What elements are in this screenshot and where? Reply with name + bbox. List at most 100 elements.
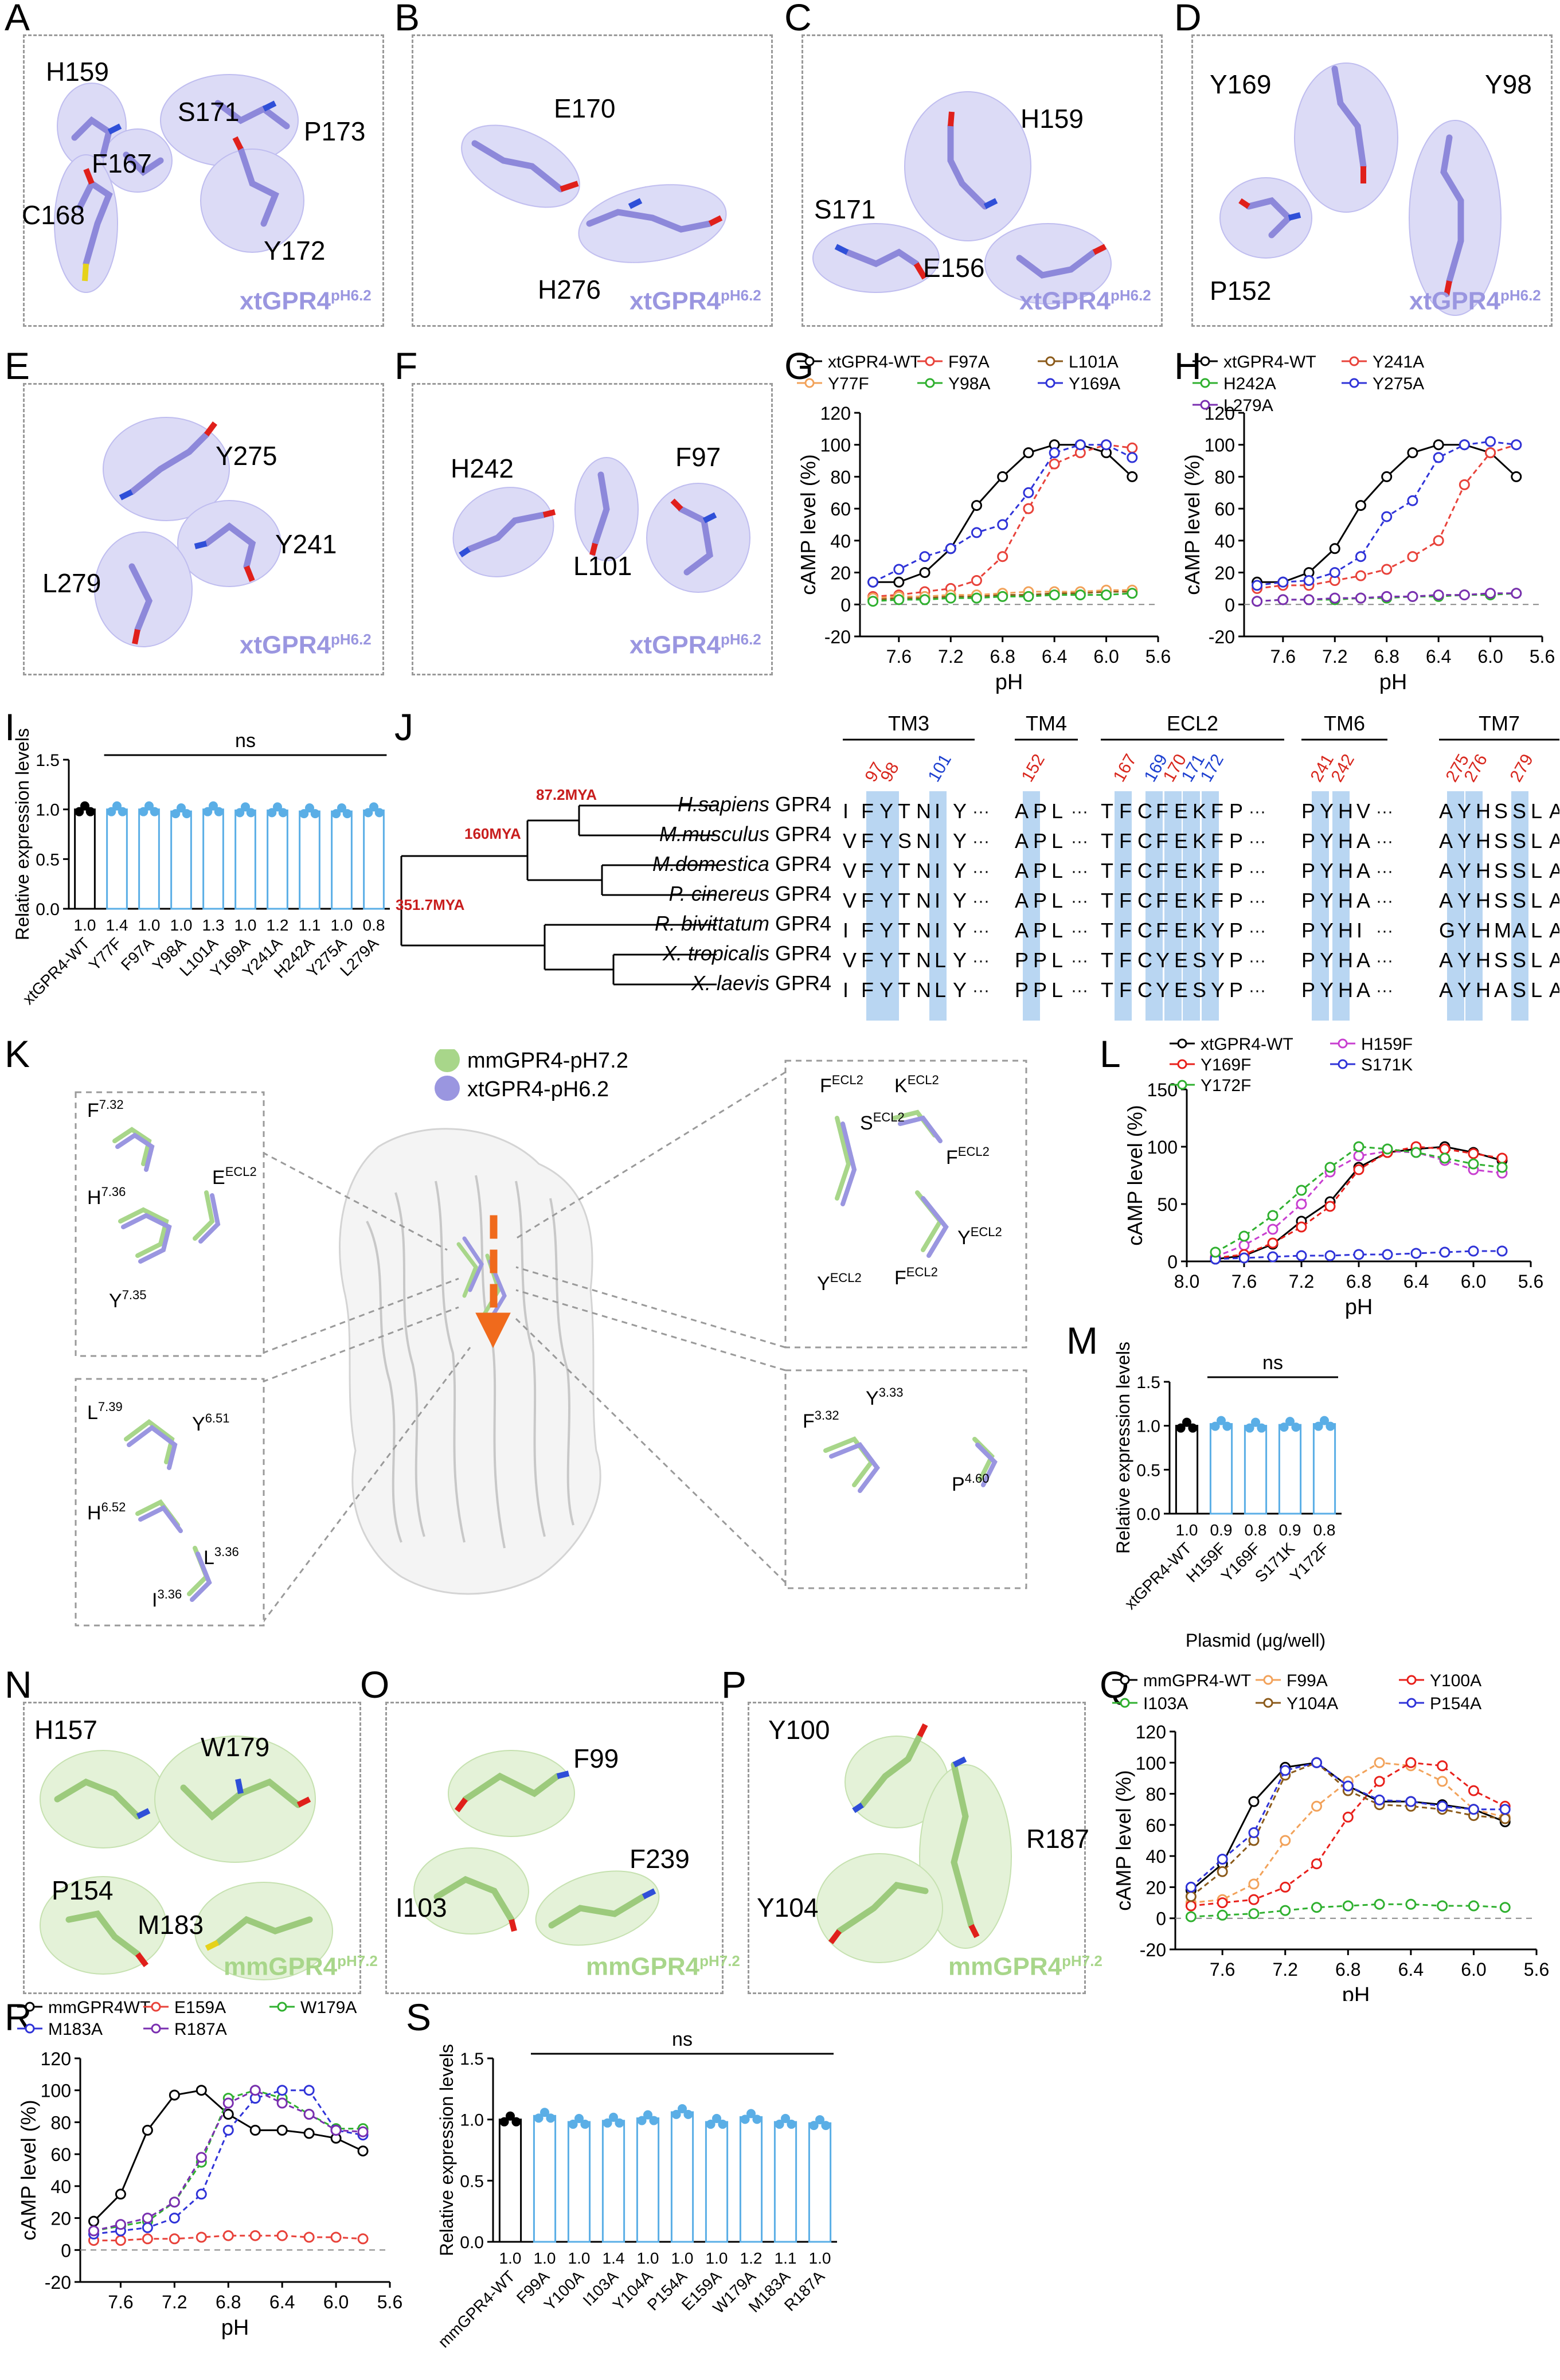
gap-ellipsis: ··· bbox=[1249, 862, 1266, 881]
plasmid-amount: 1.0 bbox=[809, 2249, 831, 2267]
y-axis-label: cAMP level (%) bbox=[17, 2100, 40, 2240]
sequence-residue: Y bbox=[1211, 919, 1225, 942]
y-tick-label: 0 bbox=[1156, 1909, 1166, 1929]
residue-label: P152 bbox=[1210, 276, 1272, 306]
replicate-dot bbox=[310, 809, 320, 819]
residue-number: 167 bbox=[1109, 751, 1140, 785]
sequence-residue: A bbox=[1549, 859, 1559, 882]
conserved-column bbox=[1332, 791, 1350, 1021]
y-axis-label: Relative expression levels bbox=[436, 2044, 457, 2256]
legend-label: M183A bbox=[48, 2020, 103, 2039]
legend-label: xtGPR4-WT bbox=[828, 353, 921, 372]
panel-letter-A: A bbox=[5, 0, 30, 38]
legend-label: R187A bbox=[174, 2020, 227, 2039]
legend-marker bbox=[1338, 1059, 1348, 1069]
sequence-residue: Y bbox=[1320, 859, 1334, 882]
sequence-residue: I bbox=[935, 859, 940, 882]
replicate-dot bbox=[787, 2119, 796, 2129]
residue-label: H157 bbox=[34, 1715, 97, 1745]
replicate-dot bbox=[150, 807, 159, 816]
sequence-residue: Y bbox=[1320, 978, 1334, 1002]
conserved-column bbox=[1511, 791, 1528, 1021]
y-tick-label: 60 bbox=[830, 499, 851, 519]
data-point-xtGPR4-WT bbox=[1355, 500, 1366, 511]
x-axis-label: pH bbox=[995, 670, 1023, 694]
y-tick-label: 20 bbox=[1214, 563, 1235, 584]
residue-number: 98 bbox=[877, 759, 902, 785]
gap-ellipsis: ··· bbox=[1249, 892, 1266, 910]
legend-marker bbox=[1406, 1675, 1417, 1685]
replicate-dot bbox=[643, 2110, 652, 2120]
legend-marker bbox=[804, 378, 815, 388]
sequence-residue: Y bbox=[1320, 889, 1334, 912]
legend-marker bbox=[925, 356, 935, 366]
legend-label: xtGPR4-WT bbox=[1201, 1035, 1293, 1054]
panel-letter-S: S bbox=[406, 1996, 432, 2038]
bar-E159A bbox=[705, 2121, 729, 2243]
sequence-residue: L bbox=[1051, 919, 1063, 942]
species-name: P. cinereus GPR4 bbox=[669, 882, 832, 905]
legend-label: Y98A bbox=[948, 374, 990, 393]
legend-label: Y275A bbox=[1373, 374, 1424, 393]
category-label: xtGPR4-WT bbox=[19, 934, 93, 1008]
sequence-residue: I bbox=[935, 799, 940, 823]
data-point-S171K bbox=[1468, 1245, 1479, 1257]
y-axis-label: cAMP level (%) bbox=[796, 454, 820, 595]
replicate-dot bbox=[337, 803, 346, 813]
sequence-residue: E bbox=[1174, 919, 1188, 942]
data-point-Y241A bbox=[1355, 570, 1366, 581]
density-map-p bbox=[816, 1723, 1012, 1963]
inset-sticks bbox=[112, 1109, 998, 1602]
y-tick-label: 0.0 bbox=[36, 900, 60, 919]
x-tick-label: 5.6 bbox=[1524, 1959, 1549, 1980]
sequence-residue: A bbox=[1356, 859, 1370, 882]
residue-label: E170 bbox=[554, 93, 616, 123]
data-point-xtGPR4-WT bbox=[919, 567, 930, 579]
y-tick-label: -20 bbox=[1209, 627, 1235, 647]
data-point-P154A bbox=[1374, 1794, 1385, 1805]
data-point-Y98A bbox=[867, 596, 879, 607]
data-point-R187A bbox=[249, 2085, 261, 2096]
sequence-residue: P bbox=[1301, 859, 1315, 882]
panel-letter-D: D bbox=[1174, 0, 1202, 38]
data-point-Y98A bbox=[1127, 588, 1138, 599]
data-point-Y169A bbox=[919, 551, 930, 562]
sequence-residue: S bbox=[1512, 859, 1526, 882]
conserved-column bbox=[1202, 791, 1219, 1021]
sequence-residue: F bbox=[1156, 799, 1168, 823]
residue-label: I103 bbox=[396, 1893, 447, 1922]
model-tag: mmGPR4pH7.2 bbox=[586, 1952, 740, 1981]
sequence-residue: F bbox=[1211, 829, 1223, 853]
data-point-Y169A bbox=[1049, 447, 1060, 459]
data-point-I103A bbox=[1374, 1898, 1385, 1910]
sequence-residue: H bbox=[1476, 889, 1491, 912]
model-tag: mmGPR4pH7.2 bbox=[224, 1952, 378, 1981]
gap-ellipsis: ··· bbox=[1071, 951, 1088, 970]
data-point-Y100A bbox=[1248, 1894, 1260, 1905]
residue-label: Y104 bbox=[757, 1893, 819, 1922]
data-point-Y172F bbox=[1439, 1152, 1450, 1164]
data-point-Y100A bbox=[1437, 1760, 1448, 1772]
category-label: S171K bbox=[1252, 1539, 1299, 1586]
residue-label: Y100 bbox=[768, 1715, 830, 1745]
sequence-residue: P bbox=[1301, 948, 1315, 972]
bar-H159F bbox=[1209, 1423, 1233, 1515]
data-point-P154A bbox=[1405, 1796, 1417, 1807]
data-point-mmGPR4WT bbox=[196, 2085, 207, 2096]
sequence-residue: E bbox=[1174, 978, 1188, 1002]
legend-k: mmGPR4-pH7.2 xtGPR4-pH6.2 bbox=[435, 1049, 628, 1101]
replicate-dot bbox=[1217, 1416, 1226, 1425]
y-tick-label: 40 bbox=[830, 531, 851, 552]
replicate-dot bbox=[75, 807, 84, 816]
data-point-F97A bbox=[1023, 503, 1034, 514]
y-tick-label: 1.5 bbox=[1136, 1373, 1160, 1392]
x-tick-label: 7.6 bbox=[108, 2292, 133, 2312]
category-label: Y77F bbox=[85, 934, 125, 974]
residue-label: F99 bbox=[573, 1744, 619, 1773]
data-point-Y98A bbox=[1074, 589, 1086, 601]
x-tick-label: 6.0 bbox=[1461, 1271, 1486, 1292]
legend-marker bbox=[1349, 356, 1359, 366]
replicate-dot bbox=[1285, 1417, 1295, 1427]
residue-label: Y169 bbox=[1210, 69, 1272, 99]
conserved-column bbox=[929, 791, 947, 1021]
